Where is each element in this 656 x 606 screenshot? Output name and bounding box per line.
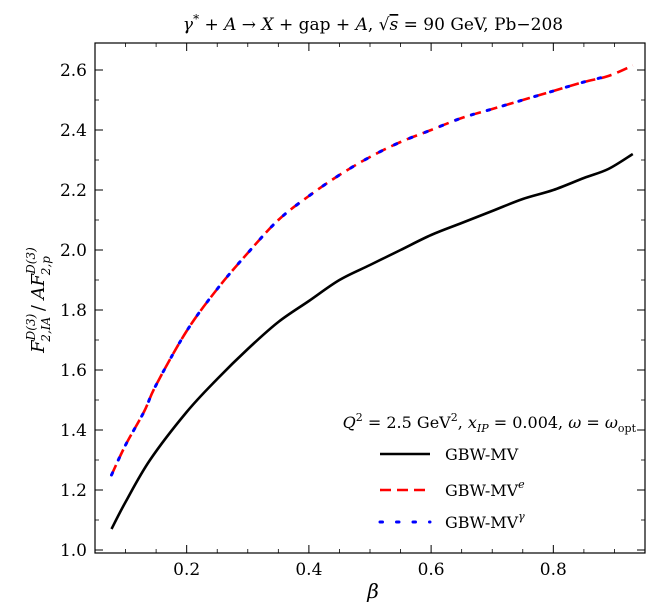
series-layer <box>110 64 634 530</box>
y-tick-label: 1.4 <box>60 421 87 441</box>
y-tick-label: 1.2 <box>60 481 87 501</box>
y-tick-label: 1.0 <box>60 541 87 561</box>
y-tick-label: 1.8 <box>60 301 87 321</box>
plot-frame <box>94 42 646 554</box>
chart-title: γ* + A → X + gap + A, √s = 90 GeV, Pb−20… <box>183 12 563 35</box>
y-tick-label: 2.4 <box>60 121 87 141</box>
y-tick-label: 1.6 <box>60 361 87 381</box>
y-tick-label: 2.6 <box>60 61 87 81</box>
x-tick-label: 0.6 <box>418 560 445 580</box>
y-tick-label: 2.0 <box>60 241 87 261</box>
series-line-gbw-mv-e <box>110 64 634 476</box>
legend-label-gbw-mv-gamma: GBW-MVγ <box>445 510 525 532</box>
legend-label-gbw-mv-e: GBW-MVe <box>445 478 525 500</box>
series-line-gbw-mv-gamma <box>110 74 610 477</box>
axis-ticks <box>95 43 645 553</box>
parameter-annotation: Q2 = 2.5 GeV2, xIP = 0.004, ω = ωopt <box>343 411 637 435</box>
x-tick-label: 0.8 <box>540 560 567 580</box>
axis-tick-labels: 0.2 0.4 0.6 0.8 1.0 1.2 1.4 1.6 1.8 2.0 2.2 2.4 2.6 <box>60 61 567 580</box>
legend-label-gbw-mv: GBW-MV <box>445 445 519 464</box>
y-tick-label: 2.2 <box>60 181 87 201</box>
series-line-gbw-mv <box>110 152 634 530</box>
x-tick-label: 0.4 <box>295 560 322 580</box>
legend: GBW-MV GBW-MVe GBW-MVγ <box>378 445 525 532</box>
x-tick-label: 0.2 <box>173 560 200 580</box>
y-axis-label: FD(3)2,IA / AFD(3)2,p <box>24 247 53 354</box>
x-axis-label: β <box>366 579 379 603</box>
